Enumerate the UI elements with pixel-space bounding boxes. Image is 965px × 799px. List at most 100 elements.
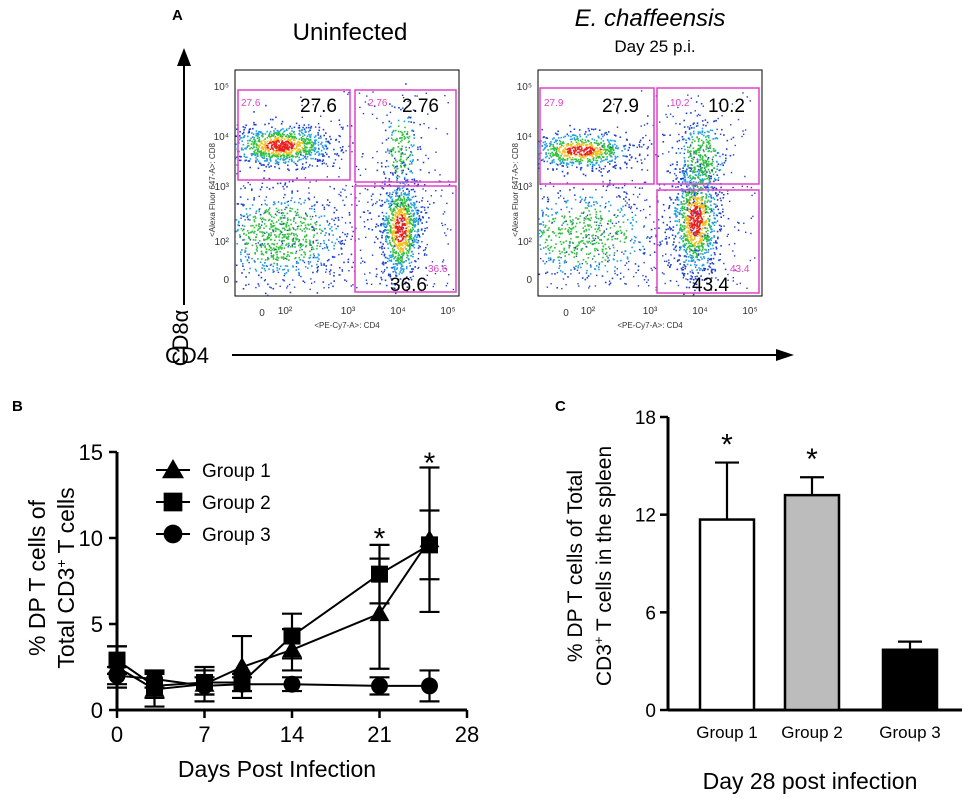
legend: Group 1 Group 2 Group 3 — [156, 459, 271, 546]
legend-item: Group 2 — [156, 492, 271, 514]
data-point-square — [108, 651, 126, 669]
data-point-square — [421, 536, 438, 554]
panel-b-label: B — [12, 398, 23, 415]
y-axis-label-line2: CD3+ T cells in the spleen — [591, 446, 616, 686]
data-point-square — [283, 627, 301, 645]
facs-x-ticks: 0 10² 10³ 10⁴ 10⁵ — [259, 306, 455, 319]
facs-y-tick: 10⁵ — [214, 82, 229, 93]
cd4-arrow-head — [776, 349, 794, 361]
data-point-circle — [163, 524, 183, 544]
y-ticks: 0 6 12 18 — [635, 408, 668, 722]
y-tick-label: 0 — [645, 701, 656, 722]
data-point-circle — [421, 677, 438, 695]
gate-small-label: 43.4 — [730, 264, 750, 275]
bar-rect — [698, 518, 756, 712]
gate-cd8-single — [237, 89, 351, 181]
y-label-post: T cells in the spleen — [593, 446, 616, 637]
facs-y-tick: 0 — [526, 275, 532, 286]
facs-x-tick: 0 — [259, 308, 265, 319]
facs-x-tick: 10⁵ — [440, 306, 455, 317]
facs-y-tick: 10⁴ — [517, 132, 532, 143]
x-ticks: 0 7 14 21 28 — [111, 710, 479, 747]
facs-frame — [234, 69, 460, 297]
y-tick-label: 15 — [79, 440, 103, 465]
y-label-sup: + — [591, 637, 606, 645]
e-chaffeensis-title: E. chaffeensis — [575, 5, 726, 32]
cd4-axis-label: CD4 — [165, 343, 209, 368]
y-ticks: 0 5 10 15 — [79, 440, 117, 723]
facs-x-ticks: 0 10² 10³ 10⁴ 10⁵ — [563, 306, 757, 319]
x-tick-label: Group 3 — [879, 723, 940, 742]
gate-small-label: 2.76 — [368, 98, 388, 109]
gate-double-positive — [354, 89, 457, 183]
facs-dots — [538, 90, 756, 296]
facs-x-tick: 10³ — [643, 306, 658, 317]
panel-c-label: C — [555, 398, 566, 415]
legend-label: Group 3 — [202, 525, 271, 546]
x-tick-label: 14 — [280, 722, 304, 747]
bars — [698, 461, 939, 712]
facs-y-ticks: 10⁵ 10⁴ 10³ 10² 0 — [214, 82, 230, 286]
facs-y-title: <Alexa Fluor 647-A>: CD8 — [511, 143, 520, 237]
cd8-axis-label: CD8α — [168, 309, 193, 366]
y-tick-label: 0 — [91, 698, 103, 723]
gate-small-label: 27.6 — [241, 98, 261, 109]
data-point-circle — [108, 667, 126, 685]
significance-star: * — [424, 447, 436, 480]
y-axis-label-line1: % DP T cells of Total — [564, 470, 587, 662]
legend-label: Group 2 — [202, 493, 271, 514]
gate-value-cd4: 36.6 — [390, 275, 427, 296]
facs-y-tick: 10³ — [215, 182, 230, 193]
x-tick-label: 21 — [367, 722, 391, 747]
facs-y-title: <Alexa Fluor 647-A>: CD8 — [208, 143, 217, 237]
facs-x-tick: 10⁴ — [390, 306, 405, 317]
facs-y-tick: 10² — [518, 237, 533, 248]
facs-x-tick: 10² — [581, 306, 596, 317]
facs-y-tick: 10³ — [518, 182, 533, 193]
x-tick-label: Group 1 — [696, 723, 757, 742]
data-point-triangle — [369, 603, 390, 622]
gate-value-cd4: 43.4 — [692, 275, 729, 296]
data-point-triangle — [162, 459, 184, 479]
data-point-circle — [371, 677, 388, 695]
gate-value-cd8: 27.9 — [602, 96, 639, 117]
significance-star: * — [374, 523, 386, 556]
facs-y-tick: 10² — [215, 237, 230, 248]
data-point-square — [371, 565, 388, 583]
legend-item: Group 1 — [156, 459, 271, 482]
y-tick-label: 6 — [645, 603, 656, 624]
facs-y-ticks: 10⁵ 10⁴ 10³ 10² 0 — [517, 82, 533, 286]
facs-plot-e-chaffeensis: 27.9 27.9 10.2 10.2 43.4 43.4 0 10² 10³ … — [511, 69, 763, 330]
y-tick-label: 10 — [79, 526, 103, 551]
x-axis-label: Days Post Infection — [178, 756, 376, 782]
gate-small-label: 10.2 — [670, 98, 690, 109]
y-tick-label: 18 — [635, 408, 656, 429]
bar-rect — [783, 493, 841, 712]
y-label-sup: + — [53, 559, 69, 567]
facs-x-tick: 10³ — [341, 306, 356, 317]
data-point-triangle — [232, 657, 252, 675]
facs-x-title: <PE-Cy7-A>: CD4 — [314, 321, 380, 330]
y-axis-label-line2: Total CD3+ T cells — [53, 487, 79, 668]
facs-dots — [235, 83, 455, 296]
significance-annotations: ** — [374, 447, 436, 556]
legend-item: Group 3 — [156, 524, 271, 546]
facs-x-title: <PE-Cy7-A>: CD4 — [617, 321, 683, 330]
x-tick-labels: Group 1 Group 2 Group 3 — [696, 723, 940, 742]
bar-group-2 — [783, 476, 841, 712]
data-point-circle — [283, 675, 301, 693]
gate-small-label: 27.9 — [544, 98, 564, 109]
data-point-circle — [233, 675, 251, 693]
gate-small-label: 36.6 — [428, 264, 448, 275]
facs-plot-uninfected: 27.6 27.6 2.76 2.76 36.6 36.6 0 10² 10³ … — [208, 69, 460, 330]
significance-annotations: ** — [721, 429, 818, 477]
facs-x-tick: 0 — [563, 308, 569, 319]
gate-double-positive — [656, 87, 760, 185]
cd8-arrow-head — [177, 48, 191, 66]
panel-a-label: A — [172, 7, 183, 24]
day-25-subtitle: Day 25 p.i. — [614, 37, 695, 56]
gate-cd4-single — [656, 189, 760, 294]
